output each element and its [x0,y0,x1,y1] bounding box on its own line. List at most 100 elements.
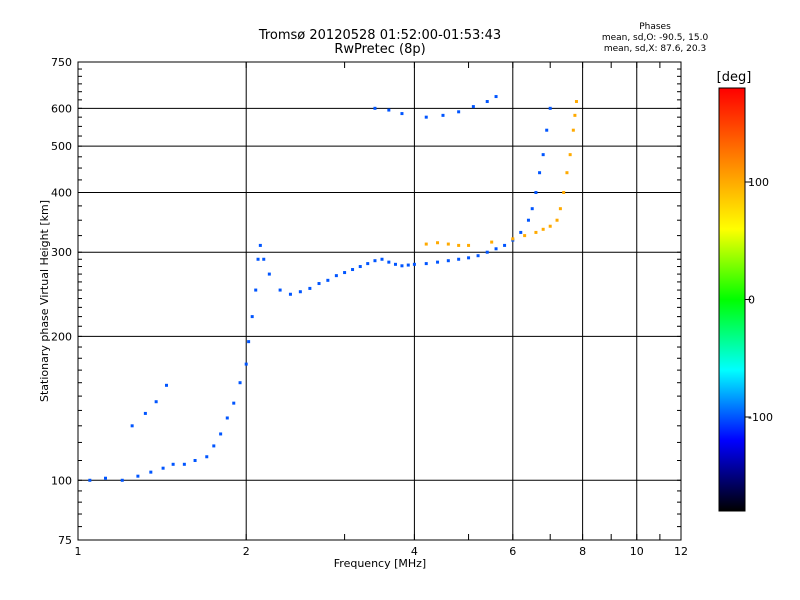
data-point-o [541,153,545,157]
y-axis-ticks: 75 100 200 300 400 500 600 750 [51,56,681,547]
data-point-o [104,476,108,480]
data-point-x [574,100,578,104]
y-axis-label: Stationary phase Virtual Height [km] [38,200,51,402]
data-point-x [571,128,575,132]
plot-frame [77,61,682,541]
data-point-o [334,274,338,278]
data-point-x [562,190,566,194]
data-point-o [519,230,523,234]
y-tick-label: 400 [51,186,72,199]
data-point-x [490,240,494,244]
data-point-x [446,242,450,246]
data-point-o [193,458,197,462]
data-point-o [317,282,321,286]
data-point-o [548,106,552,110]
colorbar-ticks: 100 0 -100 [745,176,773,424]
data-point-o [278,288,282,292]
colorbar-tick-label: 0 [748,294,755,307]
x-axis-label: Frequency [MHz] [334,557,426,570]
data-point-o [358,265,362,269]
data-point-x [523,234,527,238]
data-point-x [534,230,538,234]
data-point-o [308,286,312,290]
data-point-o [219,432,223,436]
data-point-o [373,106,377,110]
data-point-o [534,190,538,194]
data-point-o [526,218,530,222]
y-tick-label: 600 [51,102,72,115]
data-point-o [267,272,271,276]
data-point-o [143,411,147,415]
data-point-o [154,400,158,404]
data-point-x [436,241,440,245]
data-point-o [225,416,229,420]
data-point-o [503,243,507,247]
data-point-o [387,108,391,112]
data-point-x [424,242,428,246]
data-point-x [555,218,559,222]
data-point-o [238,381,242,385]
phases-legend-line-o: mean, sd,O: -90.5, 15.0 [601,33,709,43]
data-point-o [171,462,175,466]
colorbar-label: [deg] [717,70,752,85]
data-point-x [568,153,572,157]
x-tick-label: 2 [243,545,250,558]
data-point-o [406,263,410,267]
y-tick-label: 75 [58,534,72,547]
data-point-o [366,262,370,266]
grid-lines [78,62,681,540]
data-point-o [149,470,153,474]
data-point-o [256,257,260,261]
data-point-o [373,259,377,263]
y-tick-label: 750 [51,56,72,69]
data-point-o [538,171,542,175]
data-point-o [120,478,124,482]
data-point-o [387,260,391,264]
x-tick-label: 6 [509,545,516,558]
data-point-o [412,262,416,266]
data-point-o [380,257,384,261]
data-point-o [262,257,266,261]
data-point-o [436,260,440,264]
data-point-o [424,115,428,119]
data-point-o [471,105,475,109]
x-tick-label: 8 [579,545,586,558]
data-point-x [457,243,461,247]
data-point-o [205,455,209,459]
data-point-o [485,100,489,104]
data-point-x [548,224,552,228]
phases-legend-title: Phases [639,22,671,32]
data-point-o [476,254,480,258]
phases-legend-line-x: mean, sd,X: 87.6, 20.3 [603,44,707,54]
data-point-o [494,247,498,251]
data-point-x [573,113,577,117]
data-point-o [545,128,549,132]
data-point-o [326,278,330,282]
data-point-o [457,110,461,114]
data-point-o [446,259,450,263]
data-point-o [424,262,428,266]
colorbar [718,87,746,512]
data-point-o [182,462,186,466]
x-tick-label: 10 [630,545,644,558]
data-point-o [343,271,347,275]
data-point-o [351,268,355,272]
y-tick-label: 500 [51,140,72,153]
data-point-o [288,292,292,296]
data-point-o [250,315,254,319]
data-point-x [511,237,515,241]
data-point-o [494,95,498,99]
data-point-o [136,474,140,478]
data-point-o [485,250,489,254]
x-tick-label: 12 [674,545,688,558]
data-point-o [530,207,534,211]
y-tick-label: 300 [51,246,72,259]
data-point-o [441,113,445,117]
x-tick-label: 4 [411,545,418,558]
colorbar-tick-label: 100 [748,176,769,189]
data-point-o [400,264,404,268]
data-point-o [130,424,134,428]
data-point-x [558,207,562,211]
data-points [88,95,578,482]
